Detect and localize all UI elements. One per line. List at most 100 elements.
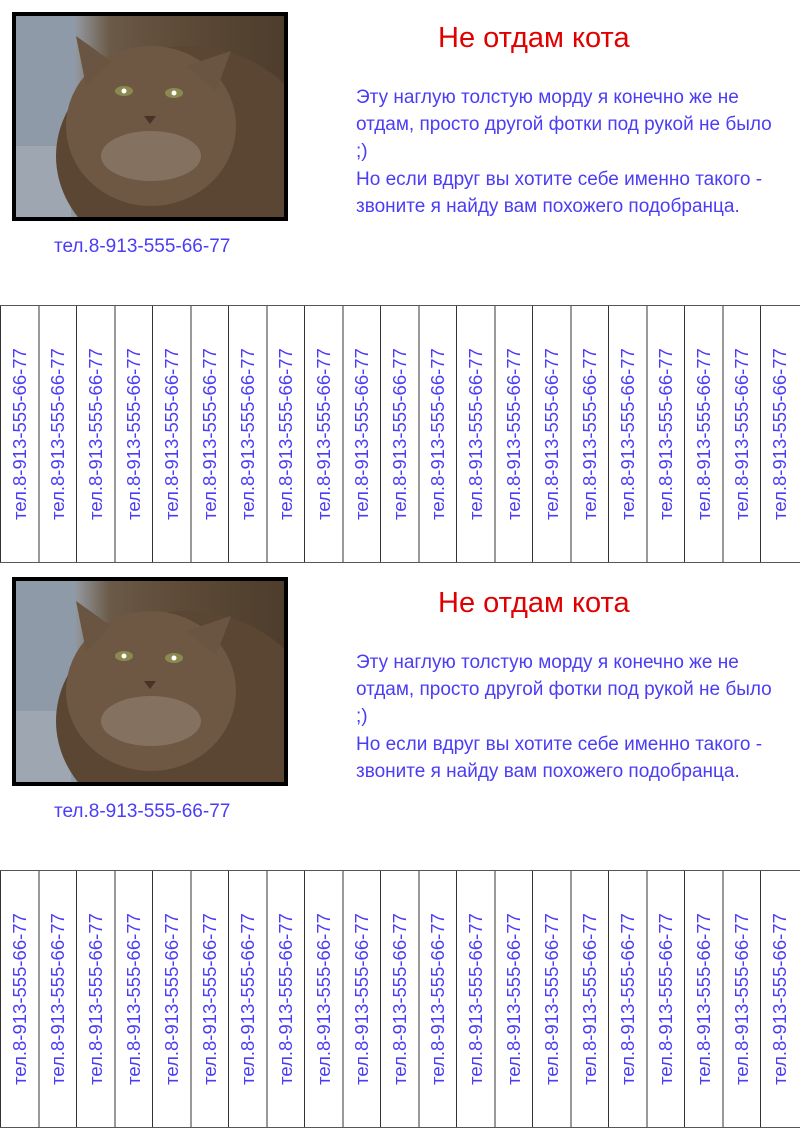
tear-off-tab[interactable]: тел.8-913-555-66-77 — [418, 306, 456, 562]
tear-off-tab[interactable]: тел.8-913-555-66-77 — [38, 306, 76, 562]
tear-off-phone: тел.8-913-555-66-77 — [464, 348, 486, 520]
tear-off-tab[interactable]: тел.8-913-555-66-77 — [76, 306, 114, 562]
tear-off-phone: тел.8-913-555-66-77 — [768, 913, 790, 1085]
tear-off-tab[interactable]: тел.8-913-555-66-77 — [266, 306, 304, 562]
tear-off-phone: тел.8-913-555-66-77 — [312, 348, 334, 520]
flyer-text: Эту наглую толстую морду я конечно же не… — [356, 649, 786, 785]
paragraph: Но если вдруг вы хотите себе именно тако… — [356, 168, 763, 217]
tear-off-tab[interactable]: тел.8-913-555-66-77 — [646, 306, 684, 562]
tear-off-tab[interactable]: тел.8-913-555-66-77 — [38, 871, 76, 1127]
tear-off-tab[interactable]: тел.8-913-555-66-77 — [190, 871, 228, 1127]
tear-off-phone: тел.8-913-555-66-77 — [579, 913, 600, 1085]
paragraph: Эту наглую толстую морду я конечно же не… — [356, 87, 772, 163]
tear-off-tab[interactable]: тел.8-913-555-66-77 — [266, 871, 304, 1127]
tear-off-strips: тел.8-913-555-66-77 тел.8-913-555-66-77 те… — [0, 305, 800, 563]
tear-off-phone: тел.8-913-555-66-77 — [692, 913, 714, 1085]
flyer: тел.8-913-555-66-77 Не отдам кота Эту на… — [0, 565, 800, 1130]
tear-off-phone: тел.8-913-555-66-77 — [84, 913, 106, 1085]
tear-off-phone: тел.8-913-555-66-77 — [731, 913, 752, 1085]
phone-number: тел.8-913-555-66-77 — [54, 801, 231, 822]
tear-off-phone: тел.8-913-555-66-77 — [236, 348, 258, 520]
tear-off-tab[interactable]: тел.8-913-555-66-77 — [722, 871, 760, 1127]
tear-off-tab[interactable]: тел.8-913-555-66-77 — [760, 871, 798, 1127]
tear-off-tab[interactable]: тел.8-913-555-66-77 — [152, 871, 190, 1127]
tear-off-tab[interactable]: тел.8-913-555-66-77 — [0, 306, 38, 562]
tear-off-phone: тел.8-913-555-66-77 — [464, 913, 486, 1085]
tear-off-tab[interactable]: тел.8-913-555-66-77 — [646, 871, 684, 1127]
tear-off-tab[interactable]: тел.8-913-555-66-77 — [304, 306, 342, 562]
tear-off-tab[interactable]: тел.8-913-555-66-77 — [342, 871, 380, 1127]
tear-off-phone: тел.8-913-555-66-77 — [84, 348, 106, 520]
cat-photo — [12, 577, 288, 786]
flyer: тел.8-913-555-66-77 Не отдам кота Эту на… — [0, 0, 800, 565]
paragraph: Эту наглую толстую морду я конечно же не… — [356, 652, 772, 728]
tear-off-phone: тел.8-913-555-66-77 — [351, 913, 372, 1085]
tear-off-phone: тел.8-913-555-66-77 — [503, 913, 524, 1085]
cat-photo — [12, 12, 288, 221]
tear-off-phone: тел.8-913-555-66-77 — [427, 913, 448, 1085]
tear-off-phone: тел.8-913-555-66-77 — [199, 913, 220, 1085]
tear-off-phone: тел.8-913-555-66-77 — [503, 348, 524, 520]
paragraph: Но если вдруг вы хотите себе именно тако… — [356, 733, 763, 782]
tear-off-tab[interactable]: тел.8-913-555-66-77 — [114, 306, 152, 562]
flyer-text: Эту наглую толстую морду я конечно же не… — [356, 84, 786, 220]
tear-off-phone: тел.8-913-555-66-77 — [351, 348, 372, 520]
tear-off-tab[interactable]: тел.8-913-555-66-77 — [608, 306, 646, 562]
tear-off-phone: тел.8-913-555-66-77 — [199, 348, 220, 520]
tear-off-tab[interactable]: тел.8-913-555-66-77 — [380, 871, 418, 1127]
tear-off-phone: тел.8-913-555-66-77 — [616, 348, 638, 520]
tear-off-phone: тел.8-913-555-66-77 — [47, 913, 68, 1085]
tear-off-phone: тел.8-913-555-66-77 — [160, 348, 182, 520]
flyer-title: Не отдам кота — [438, 587, 630, 619]
tear-off-tab[interactable]: тел.8-913-555-66-77 — [570, 871, 608, 1127]
tear-off-phone: тел.8-913-555-66-77 — [123, 348, 144, 520]
tear-off-phone: тел.8-913-555-66-77 — [312, 913, 334, 1085]
tear-off-phone: тел.8-913-555-66-77 — [427, 348, 448, 520]
tear-off-tab[interactable]: тел.8-913-555-66-77 — [532, 871, 570, 1127]
tear-off-tab[interactable]: тел.8-913-555-66-77 — [456, 306, 494, 562]
tear-off-tab[interactable]: тел.8-913-555-66-77 — [114, 871, 152, 1127]
tear-off-tab[interactable]: тел.8-913-555-66-77 — [494, 306, 532, 562]
tear-off-tab[interactable]: тел.8-913-555-66-77 — [304, 871, 342, 1127]
tear-off-phone: тел.8-913-555-66-77 — [768, 348, 790, 520]
tear-off-tab[interactable]: тел.8-913-555-66-77 — [228, 871, 266, 1127]
tear-off-phone: тел.8-913-555-66-77 — [616, 913, 638, 1085]
tear-off-phone: тел.8-913-555-66-77 — [275, 348, 296, 520]
tear-off-tab[interactable]: тел.8-913-555-66-77 — [494, 871, 532, 1127]
phone-number: тел.8-913-555-66-77 — [54, 236, 231, 257]
tear-off-phone: тел.8-913-555-66-77 — [540, 913, 562, 1085]
tear-off-phone: тел.8-913-555-66-77 — [540, 348, 562, 520]
tear-off-phone: тел.8-913-555-66-77 — [236, 913, 258, 1085]
tear-off-tab[interactable]: тел.8-913-555-66-77 — [570, 306, 608, 562]
tear-off-strips: тел.8-913-555-66-77 тел.8-913-555-66-77 те… — [0, 870, 800, 1128]
tear-off-tab[interactable]: тел.8-913-555-66-77 — [0, 871, 38, 1127]
flyer-title: Не отдам кота — [438, 22, 630, 54]
tear-off-tab[interactable]: тел.8-913-555-66-77 — [608, 871, 646, 1127]
tear-off-phone: тел.8-913-555-66-77 — [655, 348, 676, 520]
tear-off-tab[interactable]: тел.8-913-555-66-77 — [190, 306, 228, 562]
tear-off-phone: тел.8-913-555-66-77 — [123, 913, 144, 1085]
tear-off-tab[interactable]: тел.8-913-555-66-77 — [456, 871, 494, 1127]
tear-off-phone: тел.8-913-555-66-77 — [388, 913, 410, 1085]
tear-off-phone: тел.8-913-555-66-77 — [731, 348, 752, 520]
tear-off-tab[interactable]: тел.8-913-555-66-77 — [418, 871, 456, 1127]
tear-off-phone: тел.8-913-555-66-77 — [579, 348, 600, 520]
tear-off-phone: тел.8-913-555-66-77 — [655, 913, 676, 1085]
tear-off-phone: тел.8-913-555-66-77 — [275, 913, 296, 1085]
tear-off-phone: тел.8-913-555-66-77 — [692, 348, 714, 520]
tear-off-phone: тел.8-913-555-66-77 — [47, 348, 68, 520]
tear-off-phone: тел.8-913-555-66-77 — [8, 913, 30, 1085]
tear-off-tab[interactable]: тел.8-913-555-66-77 — [532, 306, 570, 562]
tear-off-phone: тел.8-913-555-66-77 — [8, 348, 30, 520]
tear-off-tab[interactable]: тел.8-913-555-66-77 — [760, 306, 798, 562]
tear-off-tab[interactable]: тел.8-913-555-66-77 — [228, 306, 266, 562]
tear-off-phone: тел.8-913-555-66-77 — [160, 913, 182, 1085]
tear-off-tab[interactable]: тел.8-913-555-66-77 — [684, 306, 722, 562]
tear-off-tab[interactable]: тел.8-913-555-66-77 — [342, 306, 380, 562]
tear-off-tab[interactable]: тел.8-913-555-66-77 — [722, 306, 760, 562]
tear-off-phone: тел.8-913-555-66-77 — [388, 348, 410, 520]
tear-off-tab[interactable]: тел.8-913-555-66-77 — [152, 306, 190, 562]
tear-off-tab[interactable]: тел.8-913-555-66-77 — [684, 871, 722, 1127]
tear-off-tab[interactable]: тел.8-913-555-66-77 — [76, 871, 114, 1127]
tear-off-tab[interactable]: тел.8-913-555-66-77 — [380, 306, 418, 562]
